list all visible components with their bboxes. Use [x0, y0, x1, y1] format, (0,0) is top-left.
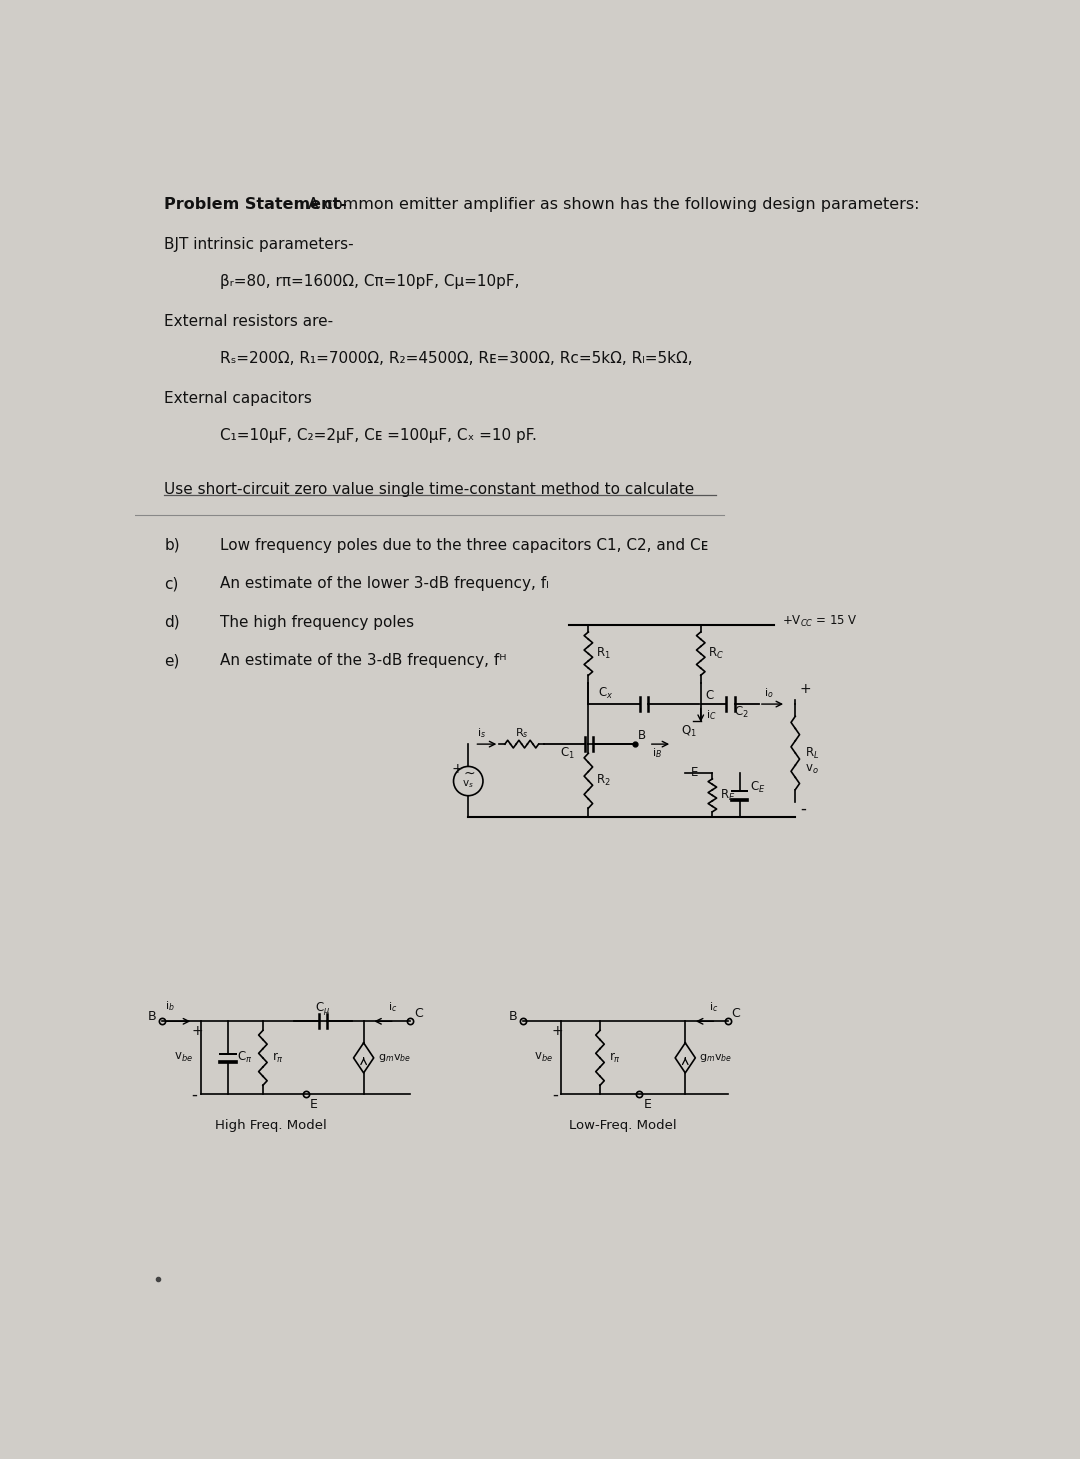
Text: -: - [191, 1085, 198, 1104]
Text: External resistors are-: External resistors are- [164, 315, 334, 330]
Text: Rₛ=200Ω, R₁=7000Ω, R₂=4500Ω, Rᴇ=300Ω, Rᴄ=5kΩ, Rₗ=5kΩ,: Rₛ=200Ω, R₁=7000Ω, R₂=4500Ω, Rᴇ=300Ω, Rᴄ… [220, 352, 693, 366]
Text: +: + [451, 763, 463, 776]
Text: v$_{be}$: v$_{be}$ [535, 1052, 553, 1065]
Text: Q$_1$: Q$_1$ [681, 724, 698, 738]
Text: r$_\pi$: r$_\pi$ [609, 1050, 621, 1065]
Text: BJT intrinsic parameters-: BJT intrinsic parameters- [164, 238, 354, 252]
Text: g$_m$v$_{be}$: g$_m$v$_{be}$ [699, 1052, 732, 1064]
Text: i$_C$: i$_C$ [706, 708, 717, 722]
Text: C$_\mu$: C$_\mu$ [315, 999, 330, 1017]
Text: A common emitter amplifier as shown has the following design parameters:: A common emitter amplifier as shown has … [308, 197, 919, 213]
Text: c): c) [164, 576, 179, 591]
Text: i$_B$: i$_B$ [652, 747, 662, 760]
Text: C$_x$: C$_x$ [598, 686, 613, 702]
Text: v$_s$: v$_s$ [462, 779, 474, 791]
Text: Use short-circuit zero value single time-constant method to calculate: Use short-circuit zero value single time… [164, 483, 694, 498]
Text: C$_2$: C$_2$ [733, 705, 748, 721]
Text: b): b) [164, 538, 180, 553]
Text: High Freq. Model: High Freq. Model [215, 1119, 326, 1132]
Text: An estimate of the 3-dB frequency, fᴴ: An estimate of the 3-dB frequency, fᴴ [220, 654, 507, 668]
Text: i$_b$: i$_b$ [165, 999, 175, 1013]
Text: R$_2$: R$_2$ [596, 773, 611, 788]
Text: v$_{be}$: v$_{be}$ [174, 1052, 192, 1065]
Text: External capacitors: External capacitors [164, 391, 312, 407]
Text: E: E [310, 1099, 318, 1112]
Text: -: - [552, 1085, 558, 1104]
Text: ~: ~ [463, 766, 475, 781]
Text: R$_C$: R$_C$ [708, 646, 725, 661]
Text: R$_1$: R$_1$ [596, 646, 611, 661]
Text: r$_\pi$: r$_\pi$ [272, 1050, 284, 1065]
Text: βᵣ=80, rπ=1600Ω, Cπ=10pF, Cμ=10pF,: βᵣ=80, rπ=1600Ω, Cπ=10pF, Cμ=10pF, [220, 274, 519, 289]
Text: An estimate of the lower 3-dB frequency, fₗ: An estimate of the lower 3-dB frequency,… [220, 576, 549, 591]
Text: R$_E$: R$_E$ [720, 788, 735, 802]
Text: The high frequency poles: The high frequency poles [220, 614, 415, 630]
Text: R$_s$: R$_s$ [515, 727, 528, 740]
Text: +: + [800, 681, 811, 696]
Text: +V$_{CC}$ = 15 V: +V$_{CC}$ = 15 V [782, 614, 858, 629]
Text: B: B [638, 728, 646, 741]
Text: d): d) [164, 614, 180, 630]
Text: Low-Freq. Model: Low-Freq. Model [569, 1119, 677, 1132]
Text: +: + [552, 1024, 564, 1039]
Text: C$_1$: C$_1$ [561, 746, 575, 760]
Text: i$_c$: i$_c$ [710, 1001, 718, 1014]
Text: i$_o$: i$_o$ [765, 686, 774, 700]
Text: C: C [732, 1007, 741, 1020]
Text: C$_E$: C$_E$ [751, 781, 766, 795]
Text: R$_L$: R$_L$ [806, 746, 820, 760]
Text: Low frequency poles due to the three capacitors C1, C2, and Cᴇ: Low frequency poles due to the three cap… [220, 538, 708, 553]
Text: C: C [414, 1007, 422, 1020]
Text: g$_m$v$_{be}$: g$_m$v$_{be}$ [378, 1052, 410, 1064]
Text: -: - [800, 800, 806, 817]
Text: C$_\pi$: C$_\pi$ [238, 1050, 253, 1065]
Text: i$_s$: i$_s$ [476, 727, 486, 740]
Text: B: B [509, 1010, 517, 1023]
Text: v$_o$: v$_o$ [806, 763, 819, 776]
Text: i$_c$: i$_c$ [388, 1001, 397, 1014]
Text: E: E [644, 1099, 651, 1112]
Text: e): e) [164, 654, 180, 668]
Text: C₁=10μF, C₂=2μF, Cᴇ =100μF, Cₓ =10 pF.: C₁=10μF, C₂=2μF, Cᴇ =100μF, Cₓ =10 pF. [220, 429, 537, 444]
Text: E: E [691, 766, 698, 779]
Text: B: B [148, 1010, 157, 1023]
Text: Problem Statement-: Problem Statement- [164, 197, 348, 213]
Text: +: + [191, 1024, 203, 1039]
Text: C: C [705, 690, 714, 702]
